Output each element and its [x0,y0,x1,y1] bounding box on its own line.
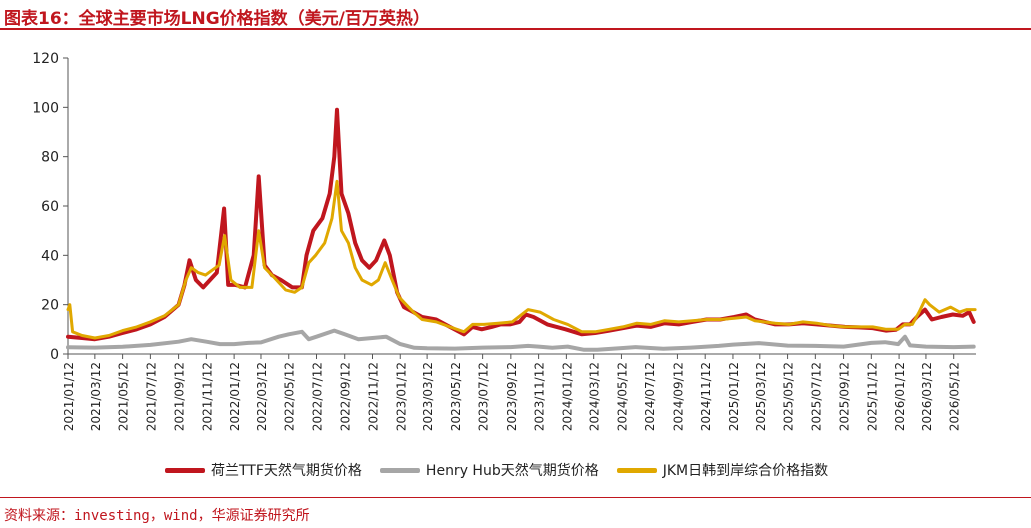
legend-swatch-ttf [165,467,205,473]
legend: 荷兰TTF天然气期货价格 Henry Hub天然气期货价格 JKM日韩到岸综合价… [165,460,846,480]
series-line-henry [66,328,976,352]
footer-divider [0,497,1031,498]
y-tick-label: 40 [41,248,59,264]
x-tick-label: 2021/11/12 [200,362,214,431]
legend-item-ttf: 荷兰TTF天然气期货价格 [165,460,362,480]
x-tick-label: 2022/07/12 [311,362,325,431]
x-tick-label: 2024/09/12 [671,362,685,431]
x-tick-label: 2023/03/12 [421,362,435,431]
legend-label-ttf: 荷兰TTF天然气期货价格 [211,463,362,479]
chart-axes: 0 20 40 60 80 100 120 2021/01/12 2021/03/12 2021/… [32,51,976,431]
x-tick-label: 2023/07/12 [477,362,491,431]
x-tick-label: 2022/03/12 [255,362,269,431]
y-tick-label: 20 [41,298,59,314]
x-tick-label: 2025/03/12 [754,362,768,431]
source-note: 资料来源：investing，wind，华源证券研究所 [4,508,310,524]
x-tick-label: 2026/05/12 [948,362,962,431]
x-tick-label: 2022/09/12 [339,362,353,431]
x-tick-label: 2023/09/12 [505,362,519,431]
x-tick-label: 2024/01/12 [560,362,574,431]
x-tick-label: 2025/11/12 [865,362,879,431]
chart-title: 图表16：全球主要市场LNG价格指数（美元/百万英热） [4,9,430,29]
x-tick-label: 2024/11/12 [699,362,713,431]
x-tick-label: 2024/03/12 [588,362,602,431]
x-tick-label: 2021/01/12 [62,362,76,431]
legend-item-henry: Henry Hub天然气期货价格 [379,460,599,480]
y-tick-label: 80 [41,150,59,166]
legend-label-henry: Henry Hub天然气期货价格 [425,463,599,479]
x-tick-label: 2021/03/12 [89,362,103,431]
x-tick-label: 2025/05/12 [782,362,796,431]
legend-item-jkm: JKM日韩到岸综合价格指数 [616,460,829,480]
y-tick-label: 0 [50,347,59,363]
x-tick-label: 2025/01/12 [727,362,741,431]
y-tick-label: 60 [41,199,59,215]
x-tick-label: 2022/11/12 [366,362,380,431]
legend-swatch-henry [379,467,420,473]
x-tick-label: 2021/07/12 [144,362,158,431]
series-line-jkm [66,179,977,340]
legend-swatch-jkm [616,467,657,473]
legend-label-jkm: JKM日韩到岸综合价格指数 [662,463,829,479]
x-tick-label: 2021/09/12 [173,362,187,431]
x-tick-label: 2025/07/12 [809,362,823,431]
x-tick-label: 2026/01/12 [893,362,907,431]
x-tick-label: 2025/09/12 [838,362,852,431]
x-tick-label: 2023/11/12 [533,362,547,431]
x-tick-label: 2022/05/12 [283,362,297,431]
x-tick-label: 2024/07/12 [643,362,657,431]
x-tick-label: 2026/03/12 [920,362,934,431]
y-tick-label: 120 [32,51,59,67]
title-bar: 图表16：全球主要市场LNG价格指数（美元/百万英热） [0,0,1031,30]
x-tick-label: 2021/05/12 [117,362,131,431]
x-tick-label: 2022/01/12 [228,362,242,431]
x-tick-label: 2023/01/12 [394,362,408,431]
line-chart: 0 20 40 60 80 100 120 2021/01/12 2021/03/12 2021/… [32,51,977,431]
x-tick-label: 2024/05/12 [615,362,629,431]
x-tick-label: 2023/05/12 [449,362,463,431]
chart-series [66,107,977,352]
y-tick-label: 100 [32,100,59,116]
series-line-ttf [66,107,976,342]
